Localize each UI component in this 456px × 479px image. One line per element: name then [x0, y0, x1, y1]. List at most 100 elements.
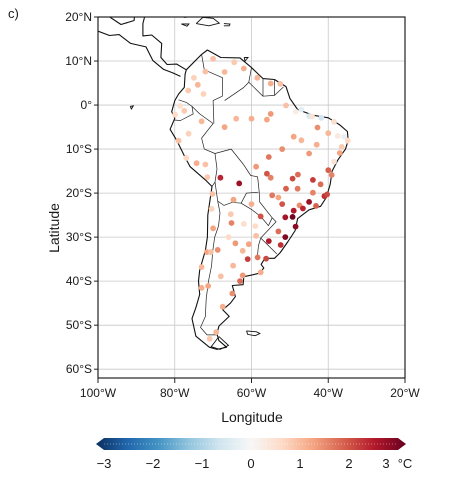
station-dot: [283, 102, 289, 109]
station-dot: [300, 205, 306, 212]
country-border: [248, 81, 284, 97]
station-dot: [313, 203, 319, 209]
station-dot: [257, 269, 264, 276]
station-dot: [314, 124, 321, 131]
station-dot: [227, 211, 234, 218]
station-dots: [172, 55, 351, 342]
station-dot: [210, 225, 217, 232]
station-dot: [292, 223, 299, 230]
station-dot: [231, 59, 238, 66]
station-dot: [318, 114, 325, 121]
station-dot: [254, 74, 261, 81]
station-dot: [289, 214, 296, 220]
panel-label: c): [8, 6, 19, 21]
station-dot: [210, 55, 217, 62]
station-dot: [282, 234, 289, 241]
station-dot: [191, 74, 197, 81]
station-dot: [237, 278, 243, 284]
station-dot: [198, 284, 205, 291]
x-tick-label: 40°W: [314, 386, 344, 400]
station-dot: [245, 241, 252, 248]
station-dot: [252, 223, 259, 230]
y-tick-label: 0°: [81, 98, 93, 112]
colorbar-ticks: −3 −2 −1 0 1 2 3: [97, 456, 390, 471]
south-america-coastline: [169, 49, 349, 350]
station-dot: [229, 290, 236, 297]
station-dot: [306, 150, 312, 157]
graticule-grid: [97, 16, 406, 378]
island-outline: [183, 17, 193, 18]
colorbar-tick-label: 0: [247, 456, 254, 471]
colorbar-tick-label: −1: [195, 456, 210, 471]
station-dot: [232, 240, 239, 247]
station-dot: [341, 133, 347, 140]
station-dot: [310, 177, 316, 183]
country-border: [173, 99, 194, 121]
y-tick-label: 10°S: [66, 142, 92, 156]
colorbar: −3 −2 −1 0 1 2 3 °C: [96, 438, 412, 471]
coastline-layer: [98, 17, 349, 350]
station-dot: [244, 256, 251, 262]
station-dot: [217, 174, 224, 181]
station-dot: [213, 329, 220, 336]
station-dot: [338, 144, 345, 150]
station-dot: [275, 228, 282, 235]
station-dot: [328, 172, 335, 178]
station-dot: [325, 130, 332, 137]
x-tick-label: 80°W: [160, 386, 190, 400]
station-dot: [331, 118, 337, 125]
station-dot: [275, 194, 282, 201]
island-outline: [223, 23, 231, 27]
station-dot: [265, 154, 272, 160]
station-dot: [282, 214, 289, 221]
colorbar-tick-label: −3: [97, 456, 112, 471]
station-dot: [209, 191, 216, 197]
station-dot: [202, 161, 209, 168]
station-dot: [325, 167, 332, 174]
station-dot: [294, 185, 301, 192]
station-dot: [253, 163, 259, 170]
station-dot: [277, 242, 284, 248]
country-border: [257, 237, 262, 255]
station-dot: [290, 133, 297, 140]
station-dot: [277, 81, 284, 87]
island-outline: [129, 105, 135, 110]
station-dot: [217, 273, 224, 280]
central-america-pacific-coastline: [98, 30, 181, 77]
station-dot: [298, 106, 305, 113]
station-dot: [236, 180, 243, 187]
island-outline: [246, 330, 261, 337]
station-dot: [239, 247, 246, 254]
station-dot: [334, 133, 341, 139]
country-border: [214, 148, 278, 255]
station-dot: [279, 146, 286, 153]
station-dot: [185, 87, 192, 94]
y-tick-label: 40°S: [66, 274, 92, 288]
station-dot: [298, 137, 305, 144]
country-border: [200, 200, 221, 336]
y-tick-label: 30°S: [66, 230, 92, 244]
station-dot: [248, 115, 255, 122]
station-dot: [200, 91, 207, 97]
y-axis-title: Latitude: [46, 203, 62, 253]
station-dot: [267, 174, 274, 181]
station-dot: [263, 255, 269, 262]
x-tick-label: 60°W: [237, 386, 267, 400]
station-dot: [214, 247, 221, 253]
station-dot: [267, 80, 274, 87]
station-dot: [290, 207, 297, 214]
station-dot: [253, 232, 259, 239]
island-outline: [210, 336, 230, 350]
colorbar-tick-label: 1: [296, 456, 303, 471]
x-tick-label: 20°W: [390, 386, 420, 400]
station-dot: [264, 116, 270, 123]
station-dot: [205, 283, 212, 289]
station-dot: [183, 155, 190, 161]
station-dot: [295, 171, 301, 178]
station-dot: [240, 65, 247, 72]
y-tick-label: 20°S: [66, 186, 92, 200]
station-dot: [324, 191, 330, 198]
y-tick-label: 50°S: [66, 318, 92, 332]
colorbar-tick-label: 2: [345, 456, 352, 471]
